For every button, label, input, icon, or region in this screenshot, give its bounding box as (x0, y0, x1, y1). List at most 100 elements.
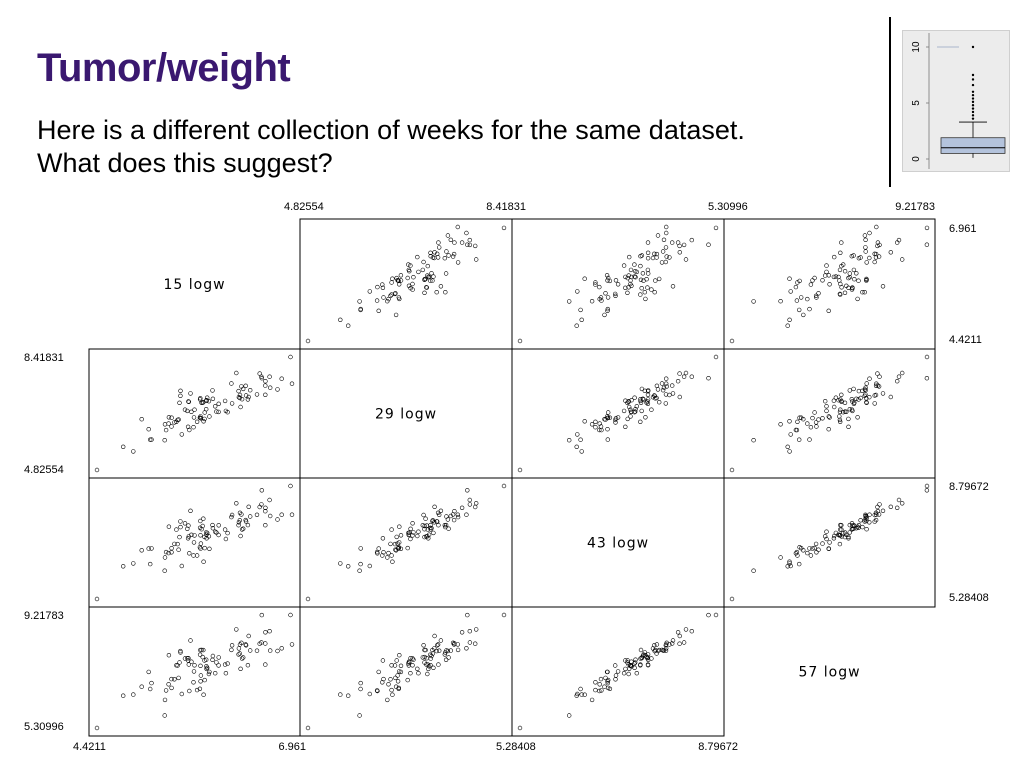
data-point (189, 409, 194, 414)
data-point (796, 561, 802, 567)
data-point (405, 275, 410, 281)
axis-range-label: 4.82554 (24, 464, 64, 476)
data-point (204, 664, 209, 669)
matrix-cell (723, 477, 936, 608)
data-point (896, 237, 902, 243)
data-point (677, 641, 682, 646)
data-point (924, 483, 930, 489)
matrix-cell (299, 477, 513, 608)
boxplot-outlier (971, 83, 975, 87)
data-point (178, 650, 183, 655)
data-point (192, 533, 197, 538)
data-point (677, 394, 682, 400)
data-point (623, 274, 628, 280)
boxplot-outlier (971, 100, 975, 104)
data-point (851, 267, 857, 273)
data-point (501, 225, 507, 231)
data-point (182, 656, 188, 661)
data-point (660, 249, 666, 254)
data-point (245, 662, 251, 668)
data-point (428, 656, 433, 661)
data-point (397, 524, 402, 529)
data-point (632, 262, 637, 267)
data-point (245, 397, 251, 402)
data-point (216, 655, 221, 660)
data-point (201, 692, 206, 697)
data-point (863, 388, 868, 393)
data-point (864, 276, 869, 282)
data-point (148, 437, 153, 442)
data-point (213, 670, 218, 676)
data-point (237, 395, 243, 401)
data-point (621, 408, 627, 414)
data-point (395, 278, 401, 283)
data-point (204, 407, 209, 412)
data-point (613, 278, 619, 283)
data-point (837, 267, 843, 273)
data-point (426, 664, 432, 669)
data-point (824, 529, 829, 534)
data-point (210, 396, 216, 401)
data-point (213, 404, 218, 409)
data-point (628, 278, 633, 283)
data-point (654, 651, 659, 656)
data-point (645, 256, 651, 261)
data-point (641, 652, 646, 657)
boxplot-thumbnail: 0 5 10 (902, 30, 1010, 172)
data-point (237, 651, 243, 656)
data-point (392, 541, 398, 547)
data-point (239, 384, 244, 389)
data-point (199, 526, 204, 532)
data-point (632, 409, 638, 414)
data-point (628, 407, 633, 412)
data-point (655, 648, 661, 654)
data-point (579, 449, 584, 454)
data-point (605, 680, 610, 686)
data-point (807, 546, 812, 551)
data-point (431, 274, 436, 279)
data-point (120, 564, 126, 569)
boxplot-outlier (971, 93, 975, 97)
data-point (275, 648, 280, 654)
data-point (706, 376, 711, 381)
data-point (820, 278, 825, 283)
data-point (670, 284, 676, 289)
data-point (267, 497, 272, 503)
data-point (604, 273, 610, 278)
data-point (358, 686, 363, 692)
data-point (410, 533, 415, 538)
data-point (677, 633, 682, 639)
data-point (638, 647, 644, 653)
data-point (807, 437, 812, 442)
data-point (810, 278, 815, 283)
data-point (205, 395, 210, 400)
data-point (392, 291, 398, 297)
data-point (393, 675, 398, 681)
data-point (207, 669, 212, 675)
data-point (822, 534, 828, 539)
data-point (649, 407, 654, 412)
data-point (628, 414, 633, 419)
data-point (663, 259, 668, 265)
data-point (393, 312, 399, 318)
data-point (626, 404, 632, 410)
data-point (374, 688, 380, 693)
data-point (393, 291, 398, 296)
data-point (424, 285, 429, 290)
data-point (197, 525, 203, 530)
data-point (837, 414, 842, 419)
data-point (385, 299, 390, 304)
data-point (357, 568, 362, 573)
data-point (376, 669, 381, 675)
data-point (397, 282, 402, 287)
data-point (663, 381, 669, 386)
data-point (210, 653, 216, 659)
data-point (238, 666, 243, 671)
data-point (924, 488, 930, 493)
data-point (602, 684, 607, 689)
boxplot-outlier (971, 90, 975, 93)
data-point (650, 255, 656, 261)
boxplot-box (940, 137, 1006, 154)
data-point (390, 559, 395, 564)
axis-range-label: 8.79672 (949, 481, 989, 493)
